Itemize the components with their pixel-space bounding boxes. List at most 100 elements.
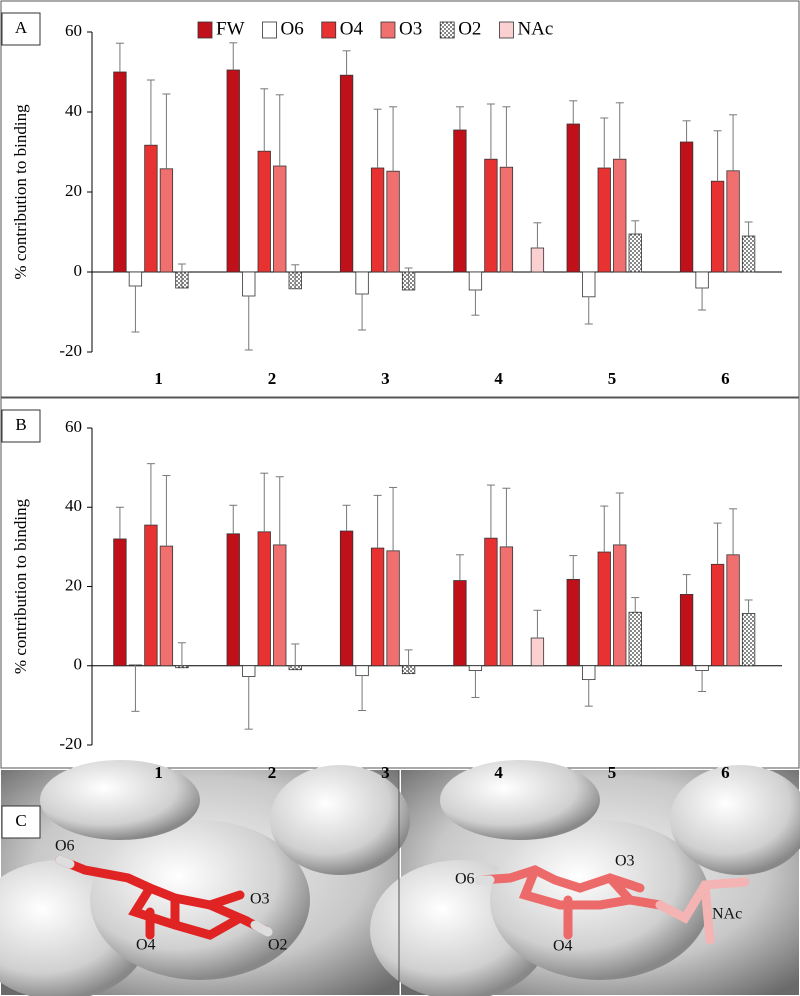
error-bar xyxy=(389,486,398,551)
error-bar xyxy=(569,100,578,124)
error-bar xyxy=(229,504,238,534)
error-bar xyxy=(455,106,464,130)
error-bar xyxy=(729,508,738,555)
bar xyxy=(226,533,240,667)
bar xyxy=(113,71,127,273)
bar xyxy=(741,613,756,667)
error-bar xyxy=(229,42,238,70)
error-bar xyxy=(244,296,253,351)
panel-label-box xyxy=(1,805,41,839)
bar xyxy=(355,271,369,295)
surface-blob xyxy=(490,820,710,980)
bar xyxy=(242,665,256,677)
error-bar xyxy=(584,296,593,325)
x-tick-label: 1 xyxy=(154,763,163,782)
error-bar xyxy=(162,475,171,547)
bar xyxy=(741,235,756,273)
error-bar xyxy=(342,50,351,76)
y-axis-label: % contribution to binding xyxy=(11,104,30,280)
error-bar xyxy=(533,222,542,248)
error-bar xyxy=(358,294,367,331)
bar xyxy=(499,546,514,667)
error-bar xyxy=(291,643,300,670)
bar xyxy=(370,167,385,273)
error-bar xyxy=(404,649,413,674)
error-bar xyxy=(260,88,269,152)
error-bar xyxy=(631,220,640,234)
bar xyxy=(453,129,467,273)
bar xyxy=(726,170,740,273)
panel-frame xyxy=(0,0,800,398)
bar xyxy=(597,551,611,667)
bar xyxy=(582,271,596,298)
error-bar xyxy=(146,463,155,526)
bar xyxy=(257,150,271,273)
x-tick-label: 3 xyxy=(381,763,390,782)
error-bar xyxy=(569,555,578,580)
bar xyxy=(695,271,709,289)
bar xyxy=(128,271,143,287)
y-tick-label: 20 xyxy=(65,181,82,200)
error-bar xyxy=(131,664,140,712)
error-bar xyxy=(744,599,753,614)
error-bar xyxy=(177,642,186,668)
bar xyxy=(679,594,694,667)
y-tick-label: 60 xyxy=(65,21,82,40)
panel-label-box xyxy=(1,409,41,443)
bar xyxy=(468,271,483,291)
legend-label: O3 xyxy=(399,18,422,39)
bar xyxy=(710,563,725,667)
error-bar xyxy=(358,675,367,712)
error-bar xyxy=(404,267,413,290)
bar xyxy=(159,168,174,273)
bar xyxy=(597,167,611,273)
x-tick-label: 3 xyxy=(381,369,390,388)
x-tick-label: 4 xyxy=(494,763,503,782)
error-bar xyxy=(698,288,707,311)
atom-label: O2 xyxy=(268,937,288,954)
x-tick-label: 5 xyxy=(608,369,617,388)
legend-label: O2 xyxy=(458,18,481,39)
bar xyxy=(386,550,400,667)
legend-swatch xyxy=(197,21,213,39)
bar xyxy=(226,69,240,273)
atom-label: O4 xyxy=(136,937,156,954)
bar xyxy=(628,611,642,667)
error-bar xyxy=(260,472,269,532)
panel-label-box xyxy=(1,12,41,46)
bar xyxy=(695,665,709,671)
error-bar xyxy=(455,554,464,581)
error-bar xyxy=(373,108,382,168)
error-bar xyxy=(682,120,691,142)
error-bar xyxy=(502,487,511,547)
bar xyxy=(582,665,596,681)
bar xyxy=(726,554,740,667)
error-bar xyxy=(486,484,495,539)
error-bar xyxy=(615,102,624,160)
legend-swatch xyxy=(262,21,277,39)
surface-blob xyxy=(440,760,600,840)
bar xyxy=(339,530,354,667)
y-tick-label: 40 xyxy=(65,496,82,515)
y-tick-label: 40 xyxy=(65,101,82,120)
surface-blob xyxy=(670,765,800,875)
bar xyxy=(144,524,158,667)
y-tick-label: -20 xyxy=(59,734,82,753)
bar xyxy=(273,165,287,273)
bar xyxy=(613,158,627,273)
x-tick-label: 4 xyxy=(494,369,503,388)
error-bar xyxy=(729,114,738,171)
y-tick-label: 60 xyxy=(65,417,82,436)
bar xyxy=(628,233,642,273)
x-tick-label: 6 xyxy=(721,369,730,388)
bar xyxy=(530,637,545,667)
atom xyxy=(55,855,75,869)
atom-label: O6 xyxy=(455,871,475,888)
bar xyxy=(144,144,158,273)
bar xyxy=(613,544,627,667)
error-bar xyxy=(698,670,707,693)
panel-label: C xyxy=(15,811,26,830)
error-bar xyxy=(389,106,398,172)
panel-c: C O6 O3 O4 O2 O6 O3 O4 NAc xyxy=(0,760,800,996)
